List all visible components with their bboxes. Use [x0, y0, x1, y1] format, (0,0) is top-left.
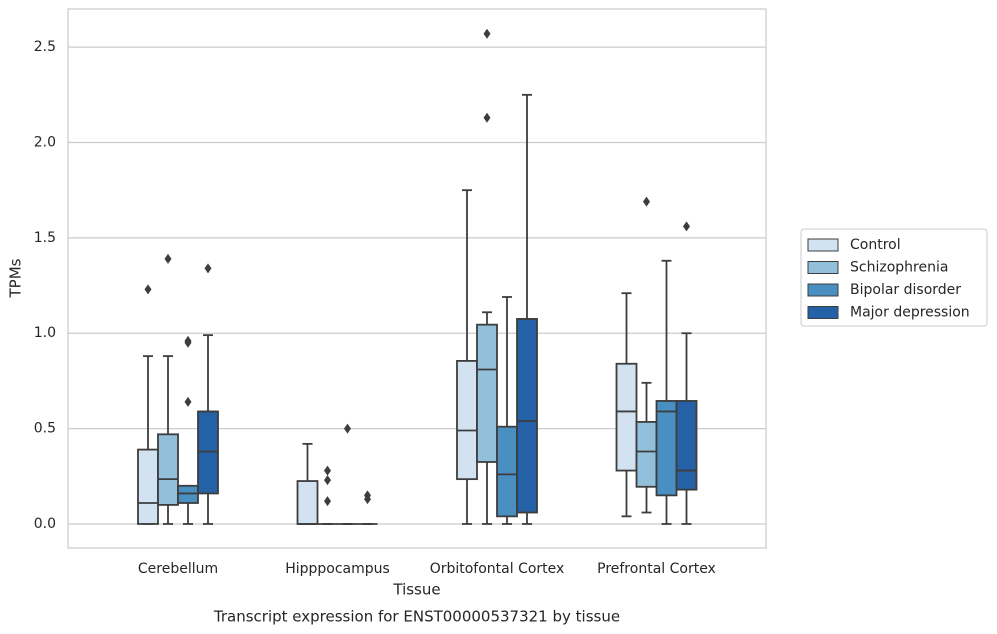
- y-tick-label: 0.5: [34, 421, 56, 437]
- y-tick-label: 2.0: [34, 135, 56, 151]
- y-tick-label: 1.0: [34, 325, 56, 341]
- x-tick-label: Hipppocampus: [285, 561, 390, 577]
- legend-swatch: [807, 283, 839, 297]
- flier: [144, 284, 152, 295]
- y-tick-label: 2.5: [34, 39, 56, 55]
- box: [635, 421, 658, 488]
- flier: [364, 494, 371, 505]
- legend-swatch: [807, 261, 839, 274]
- box: [496, 425, 518, 518]
- box: [177, 484, 199, 504]
- chart-title: Transcript expression for ENST0000053732…: [213, 608, 620, 626]
- flier: [344, 423, 351, 434]
- box: [296, 480, 319, 525]
- box: [655, 400, 678, 497]
- legend-frame: [800, 228, 988, 327]
- flier: [324, 465, 331, 476]
- box: [516, 318, 538, 514]
- legend-swatch: [807, 306, 839, 319]
- legend-label: Schizophrenia: [850, 260, 948, 276]
- x-tick-label: Prefrontal Cortex: [597, 561, 716, 577]
- box: [675, 400, 698, 491]
- flier: [483, 112, 491, 123]
- x-axis-label: Tissue: [392, 581, 440, 599]
- flier: [683, 221, 690, 232]
- y-axis-label: TPMs: [7, 258, 25, 298]
- flier: [324, 496, 331, 507]
- flier: [184, 337, 192, 348]
- legend-label: Control: [850, 237, 901, 253]
- flier: [184, 396, 192, 407]
- legend-swatch: [807, 238, 839, 252]
- box: [615, 362, 638, 472]
- box: [456, 359, 478, 481]
- flier: [643, 196, 650, 207]
- box: [157, 433, 179, 506]
- legend-label: Major depression: [850, 305, 970, 321]
- flier: [204, 263, 212, 274]
- box: [197, 410, 219, 495]
- x-tick-label: Cerebellum: [138, 561, 218, 577]
- y-tick-label: 0.0: [34, 516, 56, 532]
- box: [476, 323, 498, 463]
- y-tick-label: 1.5: [34, 230, 56, 246]
- flier: [324, 475, 331, 486]
- flier: [164, 253, 172, 264]
- box: [137, 448, 159, 525]
- flier: [483, 28, 491, 39]
- x-tick-label: Orbitofontal Cortex: [430, 561, 565, 577]
- legend-label: Bipolar disorder: [850, 282, 961, 298]
